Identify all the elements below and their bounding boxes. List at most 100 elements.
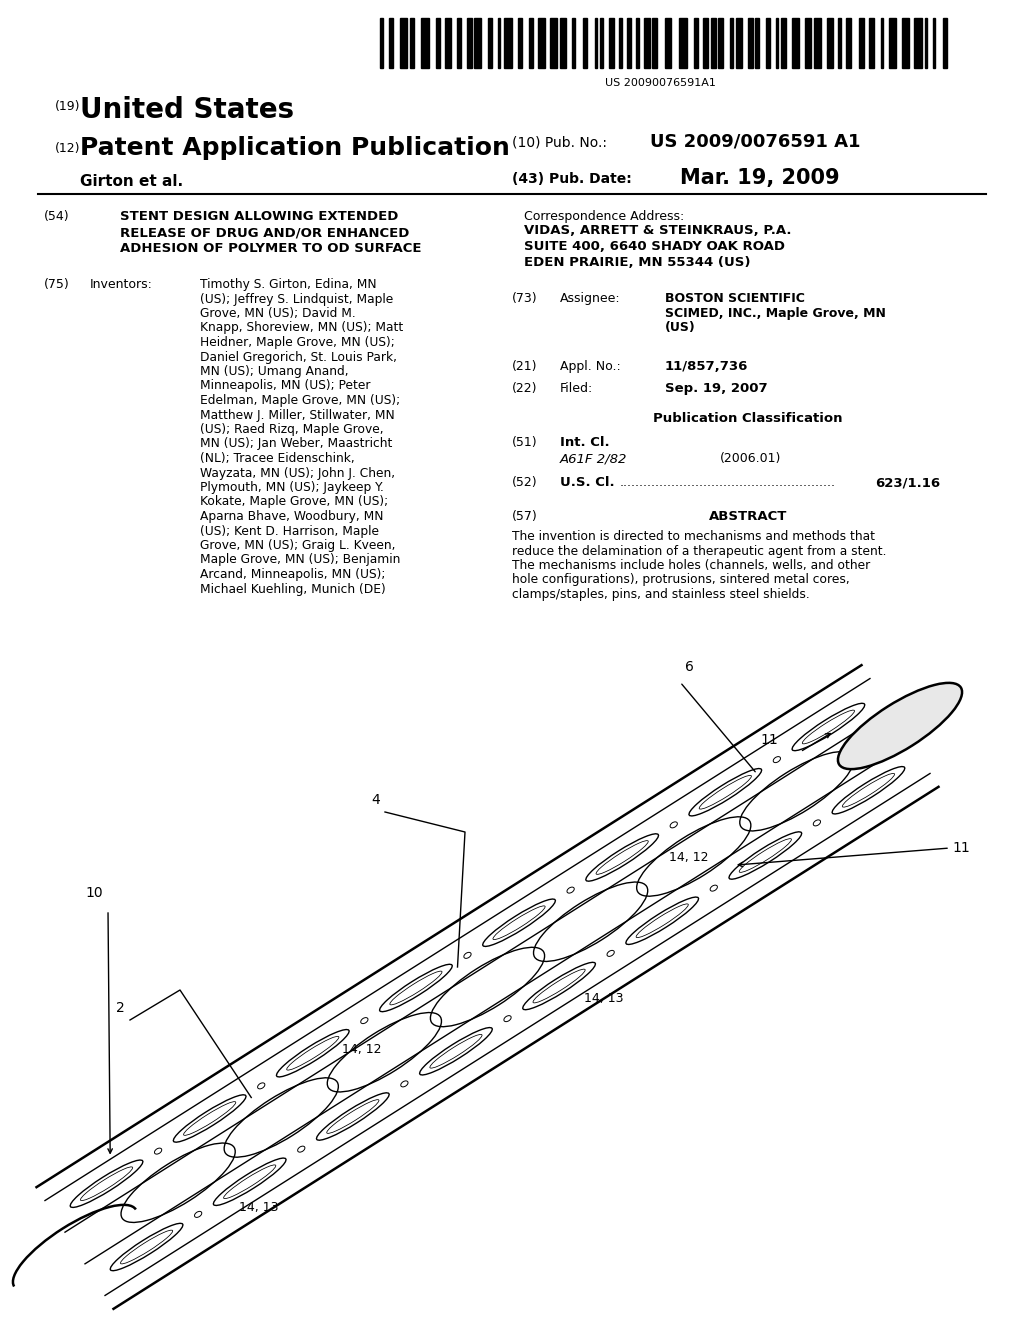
Bar	[498, 18, 500, 69]
Text: (12): (12)	[55, 143, 81, 154]
Text: (US); Jeffrey S. Lindquist, Maple: (US); Jeffrey S. Lindquist, Maple	[200, 293, 393, 305]
Ellipse shape	[567, 887, 574, 894]
Text: Michael Kuehling, Munich (DE): Michael Kuehling, Munich (DE)	[200, 582, 386, 595]
Text: US 2009/0076591 A1: US 2009/0076591 A1	[650, 132, 860, 150]
Text: Minneapolis, MN (US); Peter: Minneapolis, MN (US); Peter	[200, 380, 371, 392]
Bar	[766, 18, 770, 69]
Text: (2006.01): (2006.01)	[720, 451, 781, 465]
Bar	[608, 18, 614, 69]
Text: Girton et al.: Girton et al.	[80, 174, 183, 189]
Bar	[881, 18, 884, 69]
Text: Maple Grove, MN (US); Benjamin: Maple Grove, MN (US); Benjamin	[200, 553, 400, 566]
Bar	[756, 18, 759, 69]
Text: (43) Pub. Date:: (43) Pub. Date:	[512, 172, 632, 186]
Ellipse shape	[360, 1018, 368, 1023]
Ellipse shape	[195, 1212, 202, 1217]
Bar	[925, 18, 927, 69]
Text: 11: 11	[760, 733, 778, 747]
Text: Grove, MN (US); David M.: Grove, MN (US); David M.	[200, 308, 355, 319]
Text: The mechanisms include holes (channels, wells, and other: The mechanisms include holes (channels, …	[512, 558, 870, 572]
Text: (54): (54)	[44, 210, 70, 223]
Ellipse shape	[155, 1148, 162, 1154]
Text: 6: 6	[685, 660, 694, 675]
Text: SCIMED, INC., Maple Grove, MN: SCIMED, INC., Maple Grove, MN	[665, 306, 886, 319]
Bar	[518, 18, 522, 69]
Text: Aparna Bhave, Woodbury, MN: Aparna Bhave, Woodbury, MN	[200, 510, 384, 523]
Text: Assignee:: Assignee:	[560, 292, 621, 305]
Text: ADHESION OF POLYMER TO OD SURFACE: ADHESION OF POLYMER TO OD SURFACE	[120, 242, 422, 255]
Bar	[775, 18, 777, 69]
Bar	[792, 18, 799, 69]
Text: The invention is directed to mechanisms and methods that: The invention is directed to mechanisms …	[512, 531, 874, 543]
Text: (75): (75)	[44, 279, 70, 290]
Text: Int. Cl.: Int. Cl.	[560, 436, 609, 449]
Text: 14, 12: 14, 12	[342, 1043, 382, 1056]
Text: Matthew J. Miller, Stillwater, MN: Matthew J. Miller, Stillwater, MN	[200, 408, 394, 421]
Text: EDEN PRAIRIE, MN 55344 (US): EDEN PRAIRIE, MN 55344 (US)	[524, 256, 751, 269]
Bar	[703, 18, 709, 69]
Text: Edelman, Maple Grove, MN (US);: Edelman, Maple Grove, MN (US);	[200, 393, 400, 407]
Bar	[838, 18, 841, 69]
Text: (22): (22)	[512, 381, 538, 395]
Bar	[528, 18, 532, 69]
Bar	[504, 18, 512, 69]
Text: (51): (51)	[512, 436, 538, 449]
Bar	[583, 18, 588, 69]
Bar	[487, 18, 492, 69]
Text: A61F 2/82: A61F 2/82	[560, 451, 628, 465]
Text: Wayzata, MN (US); John J. Chen,: Wayzata, MN (US); John J. Chen,	[200, 466, 395, 479]
Text: Daniel Gregorich, St. Louis Park,: Daniel Gregorich, St. Louis Park,	[200, 351, 397, 363]
Bar	[458, 18, 462, 69]
Bar	[436, 18, 440, 69]
Bar	[538, 18, 546, 69]
Bar	[467, 18, 472, 69]
Text: 11/857,736: 11/857,736	[665, 360, 749, 374]
Bar	[389, 18, 393, 69]
Text: 2: 2	[117, 1001, 125, 1015]
Text: RELEASE OF DRUG AND/OR ENHANCED: RELEASE OF DRUG AND/OR ENHANCED	[120, 226, 410, 239]
Text: (52): (52)	[512, 477, 538, 488]
Ellipse shape	[710, 886, 718, 891]
Ellipse shape	[258, 1082, 265, 1089]
Bar	[679, 18, 687, 69]
Text: 4: 4	[372, 793, 380, 807]
Ellipse shape	[670, 822, 677, 828]
Text: Correspondence Address:: Correspondence Address:	[524, 210, 684, 223]
Bar	[718, 18, 723, 69]
Text: ......................................................: ........................................…	[620, 477, 836, 488]
Text: hole configurations), protrusions, sintered metal cores,: hole configurations), protrusions, sinte…	[512, 573, 850, 586]
Bar	[421, 18, 429, 69]
Bar	[600, 18, 602, 69]
Bar	[889, 18, 896, 69]
Text: United States: United States	[80, 96, 294, 124]
Bar	[445, 18, 451, 69]
Bar	[814, 18, 820, 69]
Text: Publication Classification: Publication Classification	[653, 412, 843, 425]
Text: U.S. Cl.: U.S. Cl.	[560, 477, 614, 488]
Text: (US); Raed Rizq, Maple Grove,: (US); Raed Rizq, Maple Grove,	[200, 422, 384, 436]
Text: BOSTON SCIENTIFIC: BOSTON SCIENTIFIC	[665, 292, 805, 305]
Ellipse shape	[607, 950, 614, 957]
Bar	[712, 18, 716, 69]
Bar	[859, 18, 864, 69]
Ellipse shape	[773, 756, 780, 763]
Text: reduce the delamination of a therapeutic agent from a stent.: reduce the delamination of a therapeutic…	[512, 544, 887, 557]
Text: 623/1.16: 623/1.16	[874, 477, 940, 488]
Text: Inventors:: Inventors:	[90, 279, 153, 290]
Bar	[730, 18, 733, 69]
Text: Knapp, Shoreview, MN (US); Matt: Knapp, Shoreview, MN (US); Matt	[200, 322, 403, 334]
Bar	[665, 18, 672, 69]
Bar	[411, 18, 414, 69]
Text: (73): (73)	[512, 292, 538, 305]
Text: 10: 10	[85, 886, 103, 900]
Bar	[620, 18, 622, 69]
Text: 11: 11	[952, 841, 970, 855]
Bar	[559, 18, 565, 69]
Text: US 20090076591A1: US 20090076591A1	[604, 78, 716, 88]
Bar	[651, 18, 657, 69]
Bar	[914, 18, 922, 69]
Text: VIDAS, ARRETT & STEINKRAUS, P.A.: VIDAS, ARRETT & STEINKRAUS, P.A.	[524, 224, 792, 238]
Text: (NL); Tracee Eidenschink,: (NL); Tracee Eidenschink,	[200, 451, 354, 465]
Bar	[474, 18, 480, 69]
Ellipse shape	[838, 682, 963, 770]
